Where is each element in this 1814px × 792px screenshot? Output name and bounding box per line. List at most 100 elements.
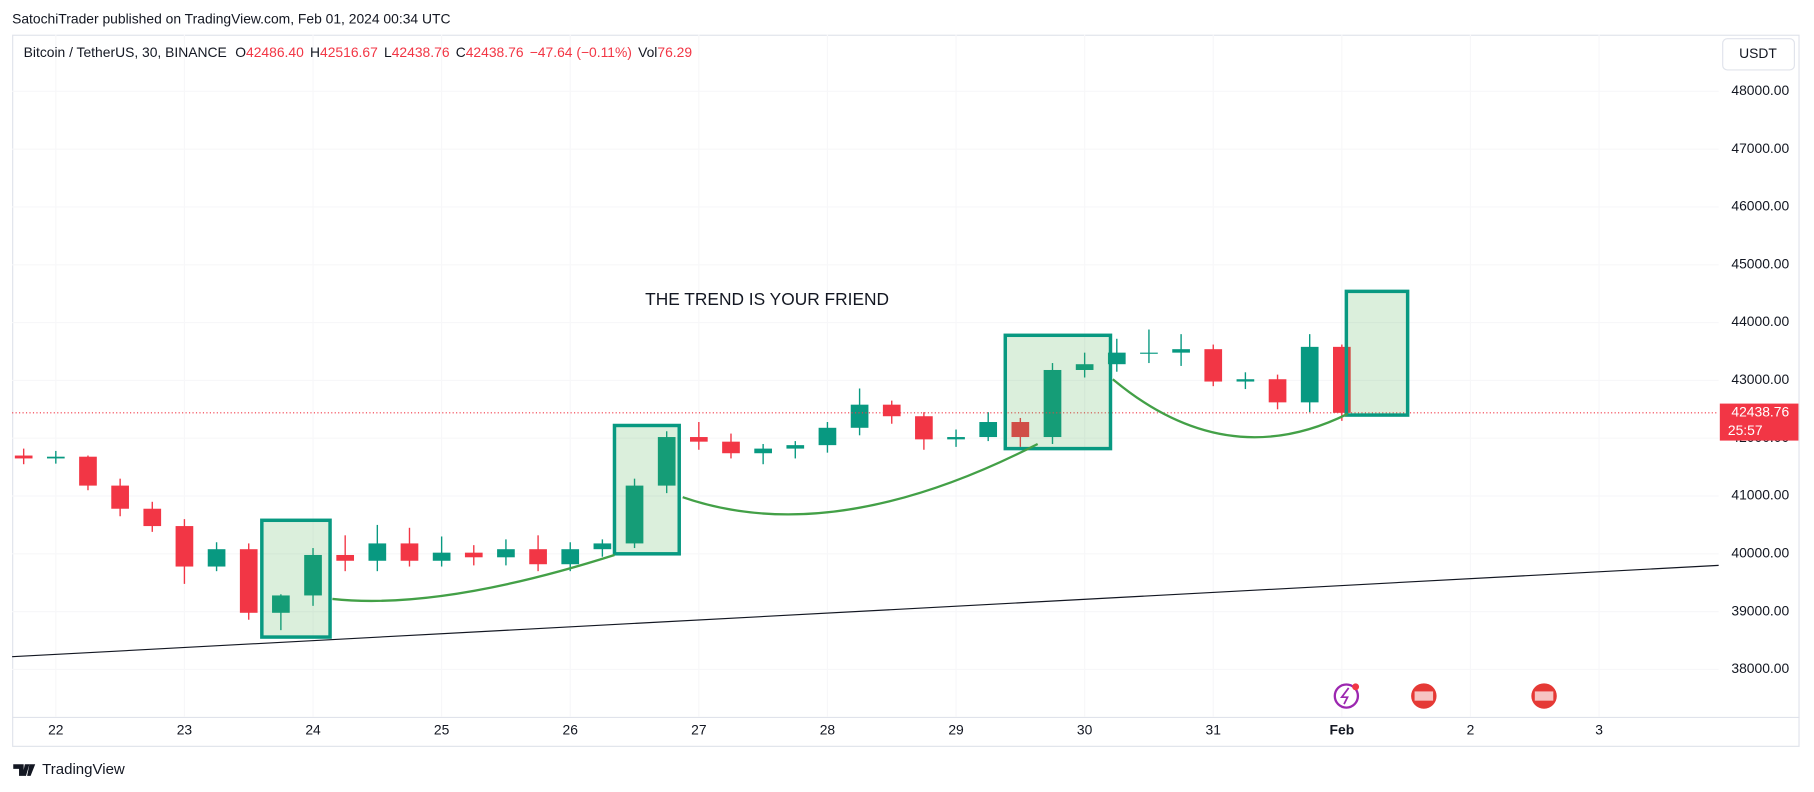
candle-body [1236,379,1255,382]
x-tick-label: 31 [1206,721,1222,737]
candle-body [1140,352,1158,354]
candle-body [46,456,65,459]
candle-body [143,508,162,527]
legend-value: 42438.76 [392,44,450,60]
candle-body [1172,349,1190,353]
publisher: SatochiTrader published on TradingView.c… [12,10,450,26]
curve [332,553,615,603]
x-tick-label: 30 [1077,721,1093,737]
candle-body [400,543,419,561]
candle-body [304,554,322,596]
candle-body [14,455,33,459]
y-tick-label: 47000.00 [1731,140,1789,156]
curve [682,442,1039,516]
candle-body [1075,364,1094,370]
trend-line [12,564,1719,658]
volume: 76.29 [657,44,692,60]
candle-body [239,549,258,613]
candle-body [850,404,869,428]
box [1344,289,1410,417]
events [1333,683,1557,709]
box [1003,333,1113,451]
candle-body [336,554,355,561]
x-tick-label: 26 [563,721,579,737]
y-tick-label: 41000.00 [1731,487,1789,503]
y-tick-label: 43000.00 [1731,371,1789,387]
candle-body [947,437,965,440]
candle-body [1011,422,1030,438]
x-tick-label: 24 [305,721,321,737]
volume-label: Vol [638,44,657,60]
flag-stripe [1534,691,1554,701]
candle-body [497,549,515,558]
y-tick-label: 46000.00 [1731,198,1789,214]
candle-body [625,485,644,544]
candle-body [561,549,580,565]
y-tick-label: 44000.00 [1731,313,1789,329]
x-tick-label: 3 [1595,721,1603,737]
x-tick-label: 2 [1467,721,1475,737]
legend-label: O [235,44,246,60]
candle-body [722,441,740,454]
x-tick-label: 28 [820,721,836,737]
legend-label: C [456,44,466,60]
box [612,423,681,556]
candle-body [175,526,194,567]
box [260,518,332,639]
x-tick-label: 29 [948,721,964,737]
flag-stripe [1414,691,1434,701]
candle-body [368,543,387,561]
candle-body [915,416,933,440]
legend-value: 42486.40 [246,44,304,60]
price-label: 42438.76 [1731,403,1789,419]
change: −47.64 (−0.11%) [530,44,632,60]
symbol: Bitcoin / TetherUS, 30, BINANCE [24,44,227,60]
countdown: 25:57 [1728,422,1763,438]
candle-body [464,552,483,558]
footer-logo: TradingView [13,761,125,778]
candle-body [979,422,998,438]
candle-body [1268,379,1287,403]
x-tick-label: 25 [434,721,450,737]
candle-body [882,404,901,417]
y-tick-label: 45000.00 [1731,255,1789,271]
candle-body [529,549,547,565]
candle-body [689,437,708,442]
currency-button[interactable] [1722,38,1795,71]
event-icon[interactable] [1333,683,1360,709]
legend: Bitcoin / TetherUS, 30, BINANCE O42486.4… [24,44,693,60]
curve [1112,378,1349,439]
legend-value: 42516.67 [320,44,378,60]
candle-body [272,595,290,613]
candle-body [818,427,837,446]
plot: 38000.0039000.0040000.0041000.0042000.00… [12,34,1799,737]
candle-body [207,549,226,567]
y-tick-label: 48000.00 [1731,82,1789,98]
x-tick-label: 22 [48,721,64,737]
logo-mark [13,764,36,776]
candle-body [1204,349,1223,382]
candle-body [111,485,129,509]
event-dot [1352,683,1360,691]
candle-body [786,445,805,449]
price-tag [1719,403,1799,441]
candle-body [79,456,97,486]
candle-body [754,448,772,454]
candle-body [1107,352,1126,365]
candle-body [1043,369,1062,438]
y-tick-label: 39000.00 [1731,602,1789,618]
annotation: THE TREND IS YOUR FRIEND [645,289,889,309]
currency[interactable]: USDT [1739,45,1777,61]
candle-body [1300,346,1319,403]
legend-label: H [310,44,320,60]
footer-text: TradingView [42,761,125,778]
legend-label: L [384,44,392,60]
x-tick-label: Feb [1330,721,1355,737]
legend-value: 42438.76 [466,44,524,60]
candle-body [593,543,612,550]
event-bolt [1339,687,1350,705]
y-tick-label: 40000.00 [1731,544,1789,560]
